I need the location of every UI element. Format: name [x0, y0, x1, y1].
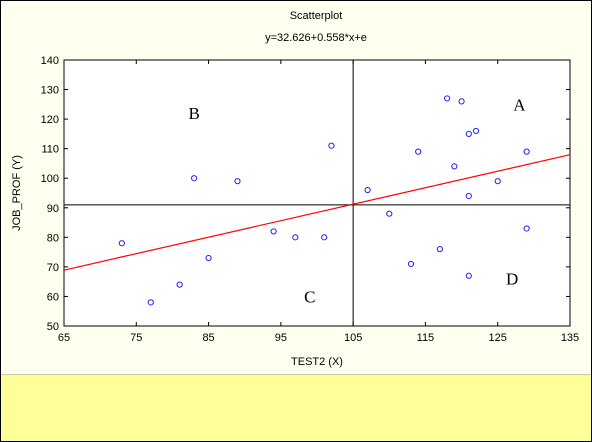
y-tick-label: 120 — [41, 114, 59, 126]
quadrant-label: D — [506, 270, 518, 289]
y-tick-label: 110 — [41, 144, 59, 156]
x-tick-label: 65 — [58, 332, 70, 344]
data-point — [176, 281, 183, 288]
data-point — [407, 260, 415, 268]
data-point — [465, 130, 472, 137]
y-tick-label: 100 — [41, 173, 59, 185]
data-point — [523, 225, 530, 232]
y-tick-label: 140 — [41, 55, 59, 67]
chart-title: Scatterplot — [290, 10, 343, 22]
chart-subtitle: y=32.626+0.558*x+e — [265, 32, 367, 44]
y-tick-label: 70 — [47, 262, 59, 274]
data-point — [436, 246, 443, 253]
data-point — [444, 95, 451, 102]
regression-fit-line — [63, 154, 571, 271]
y-tick-label: 130 — [41, 85, 59, 97]
x-tick-label: 135 — [561, 332, 579, 344]
data-point — [494, 178, 501, 185]
data-point — [147, 299, 154, 306]
notes-panel — [1, 375, 591, 441]
data-point — [364, 186, 371, 194]
quadrant-label: C — [304, 287, 315, 306]
data-point — [118, 240, 125, 247]
data-point — [415, 148, 422, 155]
plot-area — [63, 59, 571, 327]
data-point — [270, 228, 277, 235]
data-point — [465, 272, 472, 279]
data-point — [458, 98, 465, 105]
x-tick-label: 125 — [489, 332, 507, 344]
data-point — [472, 127, 480, 135]
data-point — [321, 234, 328, 241]
y-tick-label: 80 — [47, 232, 59, 244]
x-axis-label: TEST2 (X) — [291, 356, 343, 368]
panel-divider — [1, 374, 591, 375]
data-point — [328, 142, 335, 149]
data-point — [191, 175, 198, 182]
quadrant-label: A — [513, 95, 526, 114]
x-tick-label: 95 — [275, 332, 287, 344]
x-tick-label: 75 — [130, 332, 142, 344]
data-point — [234, 178, 241, 185]
data-point — [292, 234, 299, 241]
y-tick-label: 90 — [47, 203, 59, 215]
y-axis-label: JOB_PROF (Y) — [11, 155, 23, 231]
data-point — [205, 254, 212, 262]
quadrant-label: B — [188, 104, 199, 123]
data-point — [465, 192, 472, 200]
y-tick-label: 60 — [47, 291, 59, 303]
data-point — [523, 148, 530, 155]
x-tick-label: 85 — [202, 332, 214, 344]
x-tick-label: 115 — [417, 332, 435, 344]
x-tick-label: 105 — [344, 332, 362, 344]
data-point — [451, 163, 458, 170]
y-tick-label: 50 — [47, 321, 59, 333]
data-point — [386, 210, 393, 217]
